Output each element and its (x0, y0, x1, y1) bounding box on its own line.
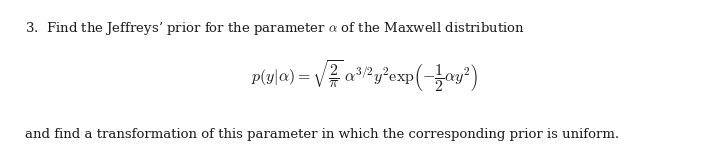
Text: 3.  Find the Jeffreys’ prior for the parameter $\alpha$ of the Maxwell distribut: 3. Find the Jeffreys’ prior for the para… (25, 20, 525, 37)
Text: $p(y|\alpha) = \sqrt{\dfrac{2}{\pi}}\,\alpha^{3/2}y^{2} \exp\!\left(-\dfrac{1}{2: $p(y|\alpha) = \sqrt{\dfrac{2}{\pi}}\,\a… (250, 58, 478, 95)
Text: and find a transformation of this parameter in which the corresponding prior is : and find a transformation of this parame… (25, 128, 620, 141)
